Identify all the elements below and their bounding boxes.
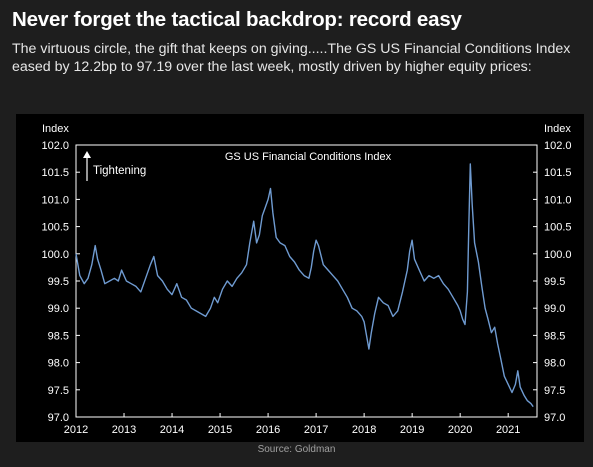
y-tick-label-right: 97.0	[544, 412, 565, 424]
y-tick-label-left: 99.0	[48, 303, 69, 315]
y-tick-label-left: 97.0	[48, 412, 69, 424]
arrow-head-icon	[83, 151, 91, 158]
y-tick-label-right: 98.0	[544, 358, 565, 370]
y-tick-label-left: 97.5	[48, 385, 69, 397]
y-tick-label-left: 98.0	[48, 358, 69, 370]
right-axis-label: Index	[544, 123, 571, 135]
y-tick-label-right: 100.0	[544, 249, 572, 261]
fci-line-chart: GS US Financial Conditions Index Index I…	[41, 123, 571, 436]
left-axis-label: Index	[42, 123, 69, 135]
x-tick-label: 2015	[208, 424, 232, 436]
x-tick-label: 2013	[112, 424, 136, 436]
y-tick-label-left: 99.5	[48, 276, 69, 288]
x-tick-label: 2016	[256, 424, 280, 436]
y-tick-label-left: 100.5	[41, 222, 69, 234]
x-tick-label: 2012	[64, 424, 88, 436]
axes: 97.0 97.0 97.5 97.5 98.0 98.0 98.5 98.5 99.0 99.0…	[41, 140, 571, 436]
y-tick-label-right: 100.5	[544, 222, 572, 234]
y-tick-label-left: 101.0	[41, 194, 69, 206]
y-tick-label-right: 99.0	[544, 303, 565, 315]
chart-panel: GS US Financial Conditions Index Index I…	[16, 114, 584, 442]
y-tick-label-left: 100.0	[41, 249, 69, 261]
series-line	[75, 163, 534, 408]
x-tick-label: 2019	[400, 424, 424, 436]
x-tick-label: 2020	[448, 424, 472, 436]
x-tick-label: 2017	[304, 424, 328, 436]
y-tick-label-right: 98.5	[544, 330, 565, 342]
x-tick-label: 2018	[352, 424, 376, 436]
y-tick-label-left: 101.5	[41, 167, 69, 179]
y-tick-label-left: 102.0	[41, 140, 69, 152]
y-tick-label-right: 99.5	[544, 276, 565, 288]
page-title: Never forget the tactical backdrop: reco…	[12, 8, 462, 31]
x-tick-label: 2021	[496, 424, 520, 436]
y-tick-label-right: 102.0	[544, 140, 572, 152]
y-tick-label-left: 98.5	[48, 330, 69, 342]
annotation-label: Tightening	[93, 165, 146, 177]
source-note: Source: Goldman	[257, 444, 336, 455]
y-tick-label-right: 97.5	[544, 385, 565, 397]
chart-title: GS US Financial Conditions Index	[225, 151, 392, 163]
tightening-annotation: Tightening	[83, 151, 146, 181]
x-tick-label: 2014	[160, 424, 184, 436]
y-tick-label-right: 101.5	[544, 167, 572, 179]
page-description: The virtuous circle, the gift that keeps…	[12, 41, 571, 75]
y-tick-label-right: 101.0	[544, 194, 572, 206]
